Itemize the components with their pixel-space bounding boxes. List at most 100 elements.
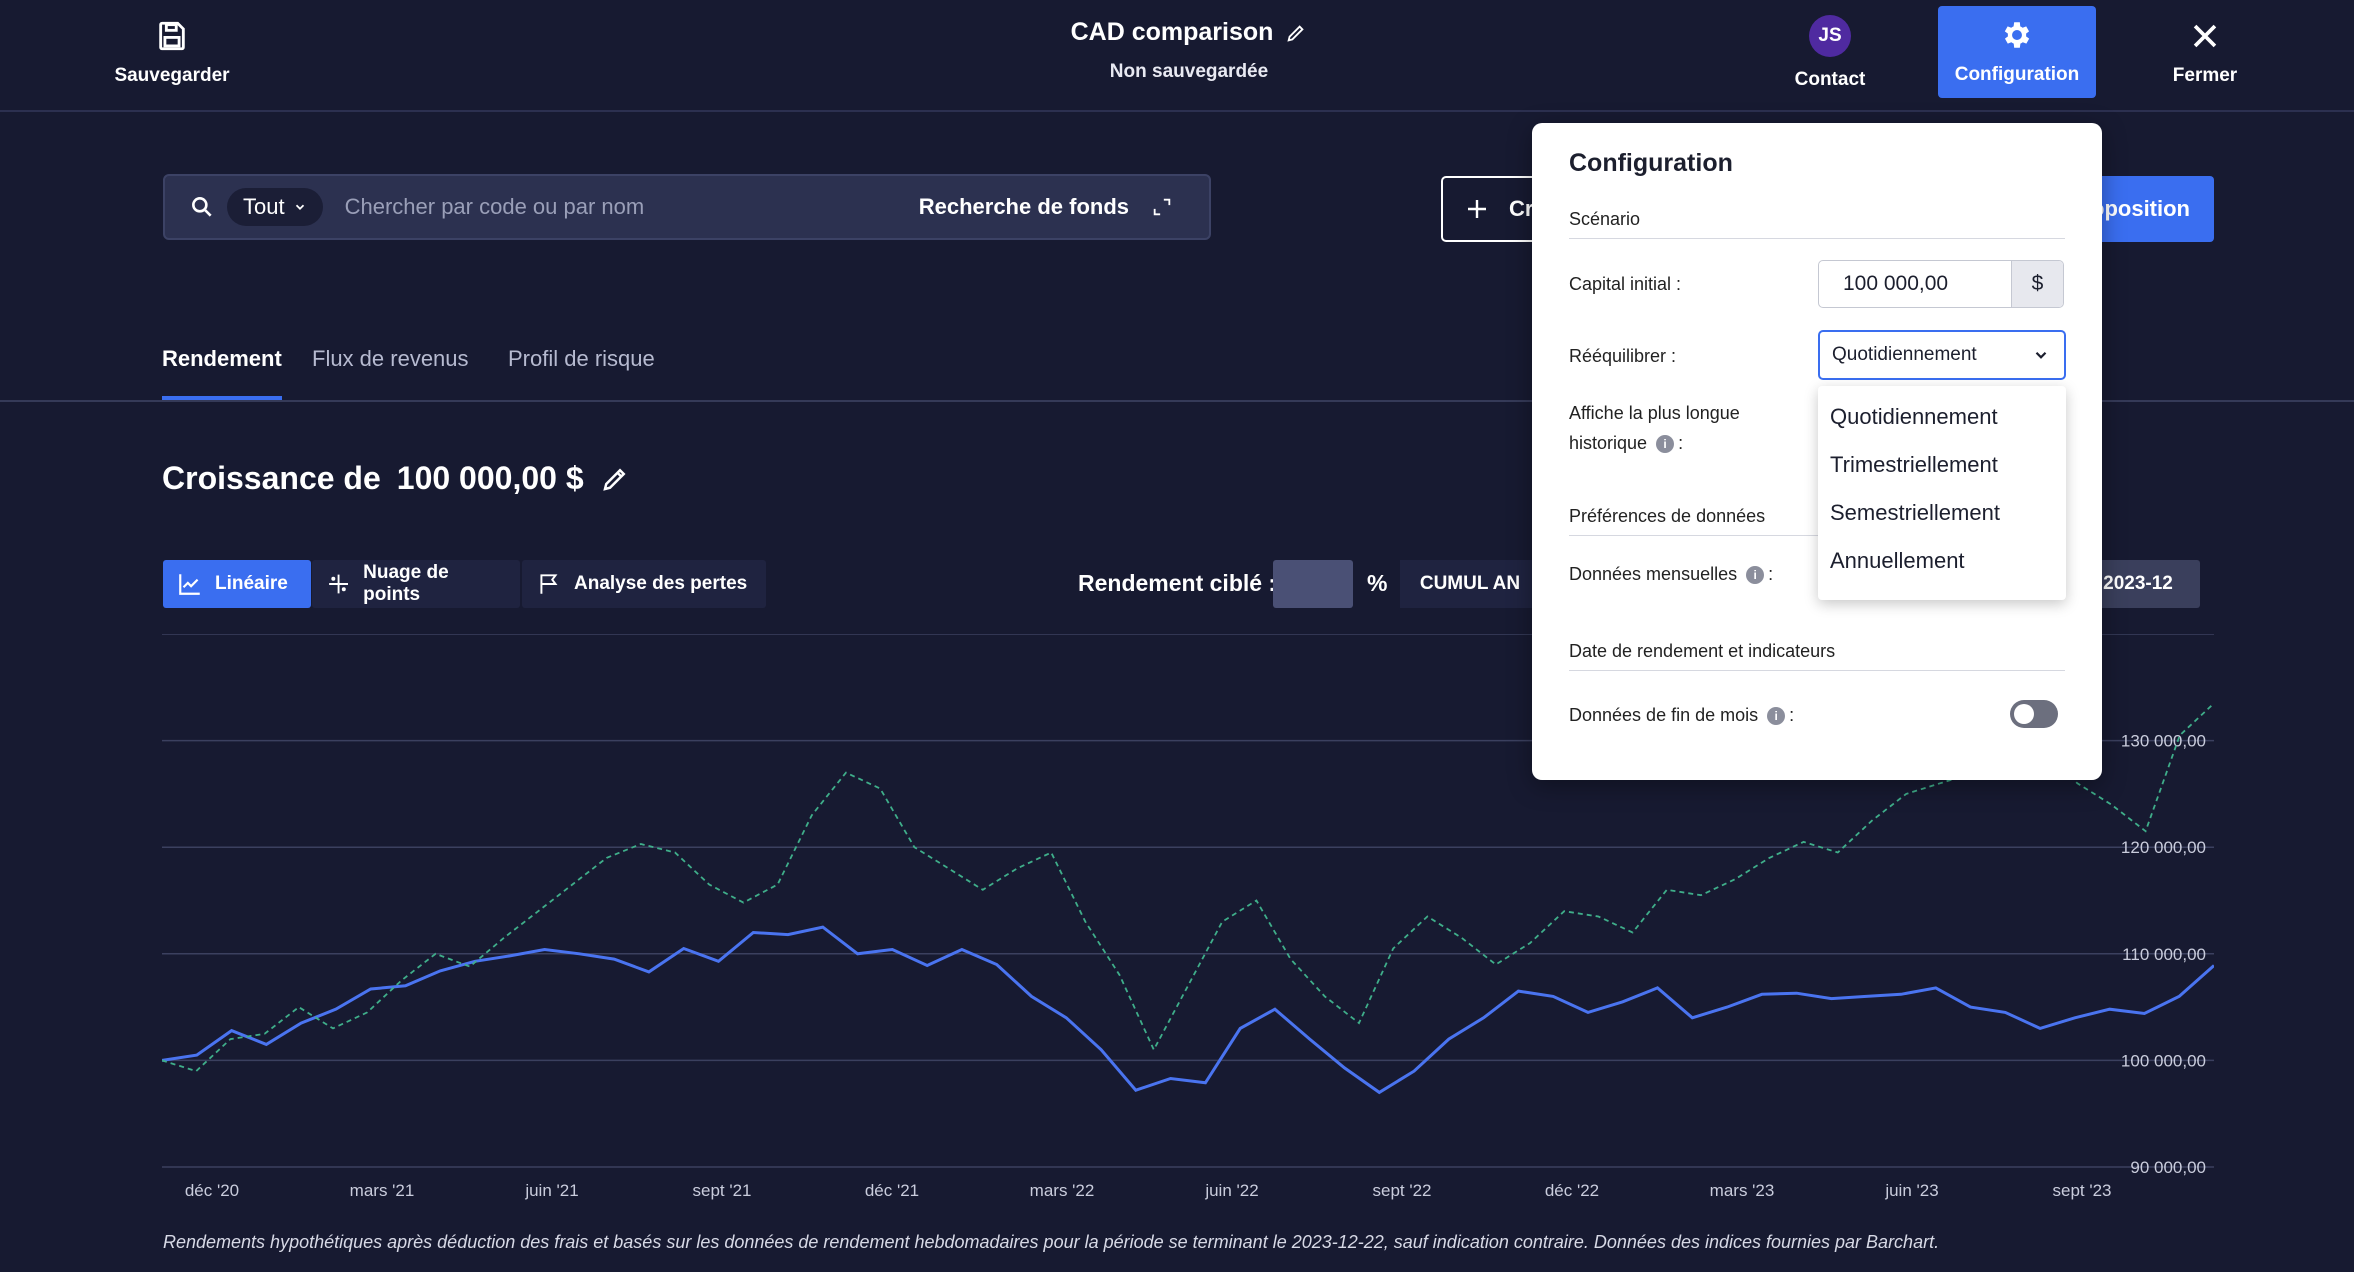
tab-flux-de-revenus[interactable]: Flux de revenus [312, 346, 469, 371]
month-end-data-toggle[interactable] [2010, 700, 2058, 728]
x-tick-label: juin '23 [1884, 1181, 1938, 1200]
x-tick-label: sept '22 [1372, 1181, 1431, 1200]
info-icon[interactable]: i [1767, 707, 1786, 726]
configuration-label: Configuration [1954, 64, 2080, 85]
chart-x-axis: déc '20 mars '21 juin '21 sept '21 déc '21 ma… [185, 1181, 2112, 1200]
tab-profil-de-risque[interactable]: Profil de risque [508, 346, 655, 371]
percent-unit: % [1367, 570, 1388, 596]
close-label: Fermer [2172, 65, 2238, 86]
search-filter-label: Tout [243, 194, 285, 219]
initial-capital-label: Capital initial : [1569, 274, 1682, 294]
pencil-icon[interactable] [1285, 22, 1307, 44]
chevron-down-icon [295, 204, 304, 210]
target-return-input[interactable] [1273, 560, 1353, 608]
contact-button[interactable]: JS Contact [1770, 0, 1890, 106]
chevron-down-icon [2035, 351, 2047, 359]
fund-search-link[interactable]: Recherche de fonds [918, 194, 1129, 219]
flag-icon [540, 574, 558, 594]
close-icon [2193, 24, 2217, 48]
info-icon[interactable]: i [1746, 566, 1765, 585]
y-tick-label: 130 000,00 [2121, 732, 2206, 751]
chart-type-linear-label: Linéaire [215, 573, 288, 594]
configuration-panel-title: Configuration [1569, 149, 1733, 177]
x-tick-label: déc '22 [1545, 1181, 1599, 1200]
search-bar: Tout Chercher par code ou par nom Recher… [163, 174, 1211, 240]
rebalance-dropdown-menu: Quotidiennement Trimestriellement Semest… [1818, 386, 2066, 600]
save-icon [159, 21, 185, 51]
proposal-label: oposition [2091, 196, 2190, 221]
y-tick-label: 100 000,00 [2121, 1051, 2206, 1070]
x-tick-label: mars '23 [1710, 1181, 1775, 1200]
search-input[interactable]: Chercher par code ou par nom [344, 194, 645, 219]
contact-label: Contact [1794, 69, 1866, 90]
proposal-button[interactable]: oposition [2080, 176, 2214, 242]
month-end-data-label: Données de fin de mois i: [1569, 705, 1795, 726]
rebalance-option-annual[interactable]: Annuellement [1830, 548, 1965, 573]
target-return-label: Rendement ciblé : [1078, 570, 1277, 596]
search-filter-dropdown[interactable]: Tout [227, 188, 323, 226]
configuration-button[interactable]: Configuration [1938, 6, 2096, 98]
longest-history-label-line1: Affiche la plus longue [1569, 403, 1740, 423]
gear-icon [2004, 22, 2030, 48]
rebalance-label: Rééquilibrer : [1569, 346, 1677, 366]
save-button[interactable]: Sauvegarder [100, 0, 244, 106]
initial-capital-value: 100 000,00 [1843, 272, 1949, 295]
x-tick-label: juin '21 [524, 1181, 578, 1200]
initial-capital-input[interactable]: 100 000,00 $ [1818, 260, 2064, 308]
rebalance-option-daily[interactable]: Quotidiennement [1830, 404, 1998, 429]
close-button[interactable]: Fermer [2150, 0, 2260, 106]
date-indicators-section-header: Date de rendement et indicateurs [1569, 641, 2065, 671]
data-preferences-section-header: Préférences de données [1569, 506, 2065, 536]
x-tick-label: déc '20 [185, 1181, 239, 1200]
chart-type-drawdown-label: Analyse des pertes [574, 573, 748, 594]
tab-bar: Rendement Flux de revenus Profil de risq… [0, 340, 2354, 402]
growth-chart: 90 000,00 100 000,00 110 000,00 120 000,00 1… [162, 634, 2214, 1200]
chart-series [162, 702, 2214, 1095]
growth-title: Croissance de 100 000,00 $ [162, 460, 630, 497]
create-label: Cr [1509, 196, 1534, 221]
y-tick-label: 110 000,00 [2122, 945, 2206, 964]
chart-y-axis: 90 000,00 100 000,00 110 000,00 120 000,00 1… [2121, 732, 2206, 1177]
x-tick-label: sept '21 [692, 1181, 751, 1200]
y-tick-label: 90 000,00 [2130, 1158, 2206, 1177]
save-label: Sauvegarder [114, 65, 230, 86]
tab-rendement[interactable]: Rendement [162, 346, 282, 400]
search-icon [192, 197, 212, 217]
scatter-icon [329, 574, 348, 594]
toggle-knob [2014, 704, 2034, 724]
y-tick-label: 120 000,00 [2121, 838, 2206, 857]
chart-type-scatter[interactable]: Nuage de points [312, 560, 520, 608]
x-tick-label: mars '22 [1030, 1181, 1095, 1200]
growth-amount: 100 000,00 $ [396, 460, 584, 496]
top-bar: Sauvegarder CAD comparison Non sauvegard… [0, 0, 2354, 112]
chart-type-drawdown[interactable]: Analyse des pertes [522, 560, 766, 608]
ytd-button[interactable]: CUMUL AN [1400, 560, 1540, 608]
currency-unit: $ [2011, 261, 2063, 307]
monthly-data-label: Données mensuelles i: [1569, 564, 1774, 585]
pencil-icon[interactable] [600, 464, 630, 494]
chart-grid [162, 634, 2214, 1168]
rebalance-option-quarterly[interactable]: Trimestriellement [1830, 452, 1998, 477]
rebalance-option-semiannual[interactable]: Semestriellement [1830, 500, 2000, 525]
x-tick-label: déc '21 [865, 1181, 919, 1200]
chart-footnote: Rendements hypothétiques après déduction… [163, 1232, 1940, 1252]
rebalance-select[interactable]: Quotidiennement [1818, 330, 2066, 380]
document-title[interactable]: CAD comparison [1070, 18, 1274, 46]
longest-history-label: Affiche la plus longue historique i: [1569, 403, 1740, 454]
document-title-block: CAD comparison Non sauvegardée [1000, 18, 1378, 83]
scenario-section-header: Scénario [1569, 209, 2065, 239]
chart-type-scatter-label: Nuage de points [363, 562, 449, 605]
x-tick-label: sept '23 [2052, 1181, 2111, 1200]
plus-icon [1468, 200, 1486, 218]
growth-title-prefix: Croissance de [162, 460, 381, 496]
avatar: JS [1809, 15, 1851, 57]
series-line-solid [162, 925, 2214, 1095]
chart-type-linear[interactable]: Linéaire [163, 560, 311, 608]
line-chart-icon [179, 574, 200, 595]
save-status: Non sauvegardée [1109, 61, 1269, 82]
x-tick-label: juin '22 [1204, 1181, 1258, 1200]
longest-history-label-line2: historique [1569, 433, 1648, 453]
rebalance-selected-value: Quotidiennement [1832, 344, 1977, 365]
expand-icon[interactable] [1151, 196, 1173, 218]
info-icon[interactable]: i [1656, 435, 1675, 454]
